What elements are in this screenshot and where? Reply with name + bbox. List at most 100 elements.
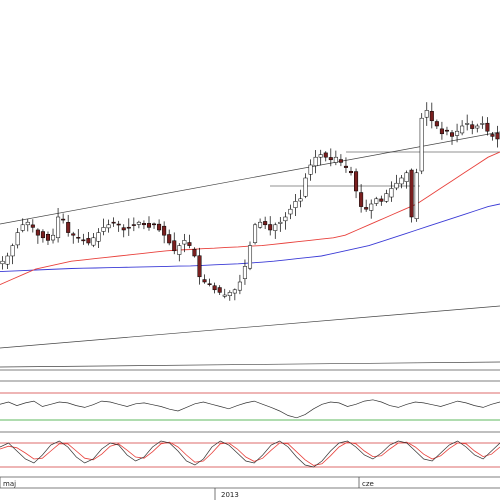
candle-body — [495, 132, 500, 140]
candle-body — [338, 159, 343, 163]
candle-body — [389, 188, 394, 198]
candle-body — [66, 222, 71, 233]
candle-body — [409, 169, 414, 218]
candle-body — [141, 223, 146, 226]
candle-body — [384, 193, 389, 202]
candle-body — [152, 223, 157, 226]
candle-body — [172, 240, 177, 252]
candle-body — [167, 234, 172, 244]
candle-body — [308, 164, 313, 175]
candle-body — [374, 198, 379, 204]
candle-body — [359, 192, 364, 207]
stoch-d-line — [0, 441, 500, 466]
candle-body — [101, 227, 106, 232]
candle-body — [263, 221, 268, 226]
candle-body — [5, 255, 10, 265]
candle-body — [419, 117, 424, 172]
candle-body — [237, 281, 242, 291]
candle-body — [76, 236, 81, 239]
price-panel — [0, 102, 500, 368]
candle-body — [222, 294, 227, 297]
candle-body — [40, 231, 45, 239]
candle-body — [20, 224, 25, 231]
candle-body — [30, 224, 35, 228]
candle-body — [455, 130, 460, 136]
candle-body — [268, 224, 273, 231]
candle-body — [444, 129, 449, 132]
candle-body — [121, 227, 126, 231]
candle-body — [35, 229, 40, 236]
candle-body — [157, 223, 162, 231]
candle-body — [197, 255, 202, 278]
candle-body — [379, 198, 384, 202]
year-label-2013: 2013 — [221, 491, 239, 499]
candle-body — [131, 224, 136, 226]
candle-body — [232, 289, 237, 294]
month-label-maj: maj — [3, 480, 16, 488]
trend-line-upper — [0, 131, 500, 225]
candle-body — [10, 245, 15, 257]
candle-body — [450, 132, 455, 137]
candle-body — [354, 171, 359, 192]
candle-body — [313, 156, 318, 167]
candle-body — [242, 266, 247, 279]
candle-body — [111, 221, 116, 224]
candle-body — [348, 170, 354, 174]
trend-line-bottom — [0, 361, 500, 368]
candle-body — [86, 238, 91, 244]
candle-body — [212, 285, 217, 291]
candle-body — [439, 128, 444, 135]
candle-body — [91, 237, 96, 246]
time-axis: maj cze 2013 — [0, 477, 374, 500]
candle-body — [399, 177, 404, 185]
candle-body — [253, 224, 258, 243]
candle-body — [146, 223, 152, 228]
candle-body — [273, 224, 278, 231]
candle-body — [318, 154, 323, 158]
trend-line-lower — [0, 305, 500, 349]
candle-body — [258, 221, 263, 228]
candle-body — [333, 156, 338, 163]
candle-body — [81, 239, 86, 242]
candle-body — [126, 226, 131, 229]
candle-body — [217, 287, 222, 293]
candle-body — [177, 245, 182, 255]
candle-body — [182, 240, 187, 245]
candle-body — [192, 248, 197, 257]
candle-body — [71, 233, 76, 236]
candle-body — [404, 172, 409, 182]
candle-body — [45, 233, 50, 241]
candle-body — [283, 216, 288, 222]
candle-body — [207, 283, 212, 285]
candle-body — [61, 218, 66, 221]
candle-body — [460, 125, 465, 134]
oscillator-panel-2 — [0, 440, 500, 468]
candle-body — [480, 123, 485, 125]
candle-body — [485, 122, 490, 132]
candle-body — [247, 245, 253, 269]
candle-body — [96, 232, 101, 242]
candle-body — [323, 152, 328, 158]
candle-body — [116, 223, 121, 226]
candle-body — [343, 165, 348, 168]
candle-body — [394, 182, 399, 189]
candle-body — [56, 216, 61, 239]
candle-body — [227, 292, 232, 297]
candle-body — [414, 172, 419, 219]
month-label-cze: cze — [362, 480, 374, 488]
candle-body — [475, 125, 480, 129]
candle-body — [51, 234, 56, 241]
candle-body — [293, 201, 298, 208]
candle-body — [490, 134, 495, 137]
candle-body — [288, 208, 293, 215]
stoch-k-line — [0, 440, 500, 468]
candle-body — [424, 110, 429, 118]
candle-body — [429, 111, 434, 122]
candle-body — [0, 260, 5, 265]
candle-body — [465, 123, 470, 125]
candle-body — [162, 225, 167, 236]
candle-body — [303, 177, 308, 197]
candle-body — [187, 242, 192, 246]
candle-body — [25, 221, 30, 226]
